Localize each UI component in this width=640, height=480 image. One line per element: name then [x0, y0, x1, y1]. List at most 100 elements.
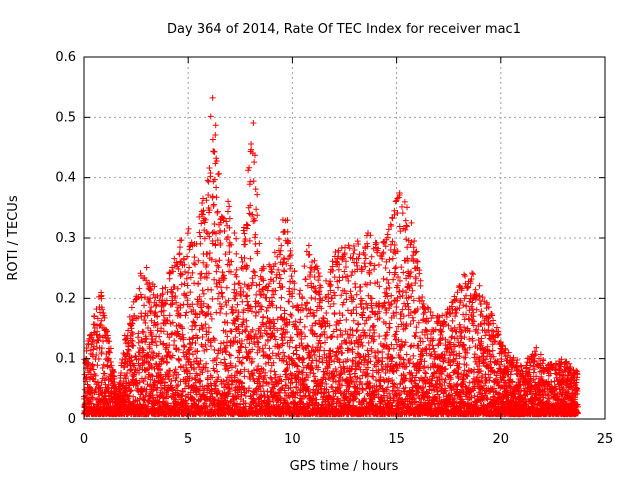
data-point: [252, 241, 259, 247]
data-point: [119, 356, 126, 363]
data-point: [335, 266, 342, 273]
data-point: [243, 317, 250, 324]
data-point: [202, 321, 209, 328]
data-point: [186, 246, 193, 253]
data-point: [234, 301, 241, 308]
data-point: [408, 219, 415, 226]
data-point: [187, 274, 194, 281]
data-point: [171, 337, 178, 344]
data-point: [277, 275, 284, 282]
data-point: [246, 210, 253, 217]
data-point: [142, 319, 149, 326]
data-point: [137, 270, 144, 277]
data-point: [329, 384, 336, 391]
data-point: [210, 201, 217, 208]
data-point: [247, 255, 254, 262]
data-point: [84, 381, 91, 388]
data-point: [225, 198, 232, 205]
data-point: [160, 340, 167, 347]
data-point: [287, 251, 294, 258]
data-point: [175, 346, 182, 353]
data-point: [198, 270, 205, 277]
data-point: [157, 367, 164, 374]
data-point: [204, 177, 211, 184]
data-points: [80, 94, 581, 418]
data-point: [207, 113, 214, 120]
data-point: [128, 342, 135, 349]
data-point: [104, 384, 111, 391]
chart-title: Day 364 of 2014, Rate Of TEC Index for r…: [167, 22, 521, 37]
data-point: [164, 316, 171, 323]
data-point: [128, 304, 135, 311]
data-point: [275, 235, 282, 242]
data-point: [403, 289, 410, 296]
data-point: [98, 345, 105, 352]
data-point: [171, 284, 178, 291]
data-point: [141, 302, 148, 309]
data-point: [360, 386, 367, 393]
data-point: [189, 269, 196, 276]
data-point: [99, 365, 106, 372]
data-point: [101, 314, 108, 321]
data-point: [402, 339, 409, 346]
data-point: [222, 299, 229, 306]
data-point: [148, 364, 155, 371]
data-point: [148, 304, 155, 311]
data-point: [376, 333, 383, 340]
data-point: [125, 347, 132, 354]
data-point: [103, 327, 110, 334]
data-point: [127, 388, 134, 395]
data-point: [233, 250, 240, 257]
data-point: [214, 208, 221, 215]
data-point: [143, 264, 150, 271]
data-point: [150, 355, 157, 362]
data-point: [168, 377, 175, 384]
data-point: [211, 221, 218, 228]
data-point: [98, 379, 105, 386]
data-point: [389, 255, 396, 262]
data-point: [116, 386, 123, 393]
data-point: [136, 369, 143, 376]
data-point: [414, 258, 421, 265]
data-point: [192, 261, 199, 268]
data-point: [146, 299, 153, 306]
data-point: [430, 345, 437, 352]
data-point: [182, 312, 189, 319]
data-point: [275, 266, 282, 273]
data-point: [386, 324, 393, 331]
data-point: [108, 362, 115, 369]
data-point: [140, 329, 147, 336]
data-point: [236, 280, 243, 287]
data-point: [382, 264, 389, 271]
data-point: [218, 289, 225, 296]
data-point: [242, 241, 249, 248]
data-point: [402, 217, 409, 224]
data-point: [186, 264, 193, 271]
data-point: [205, 304, 212, 311]
data-point: [371, 329, 378, 336]
data-point: [226, 385, 233, 392]
data-point: [147, 285, 154, 292]
data-point: [361, 320, 368, 327]
data-point: [155, 350, 162, 357]
data-point: [153, 301, 160, 308]
data-point: [177, 304, 184, 311]
data-point: [379, 358, 386, 365]
data-point: [91, 313, 98, 320]
data-point: [241, 373, 248, 380]
data-point: [287, 334, 294, 341]
data-point: [129, 338, 136, 345]
data-point: [195, 280, 202, 287]
data-point: [393, 304, 400, 311]
data-point: [151, 379, 158, 386]
data-point: [231, 281, 238, 288]
data-point: [93, 351, 100, 358]
data-point: [129, 317, 136, 324]
data-point: [128, 357, 135, 364]
data-point: [169, 384, 176, 391]
grid-lines: [84, 57, 605, 419]
data-point: [187, 289, 194, 296]
data-point: [197, 275, 204, 282]
data-point: [217, 310, 224, 317]
